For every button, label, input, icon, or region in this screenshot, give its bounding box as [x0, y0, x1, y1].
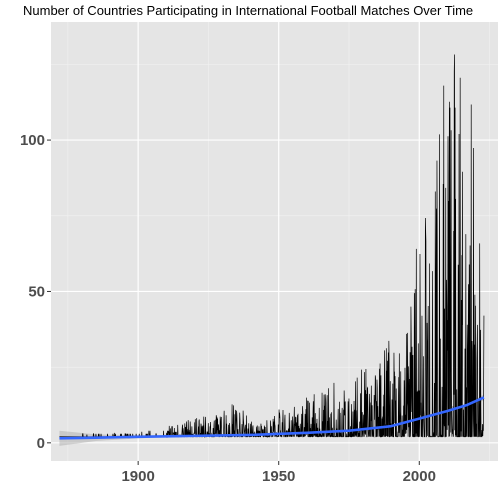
x-tick-label: 1950 [262, 468, 295, 485]
x-tick-label: 1900 [121, 468, 154, 485]
plot-panel [51, 22, 498, 461]
y-tick-label: 0 [37, 435, 45, 452]
y-tick-label: 50 [28, 283, 45, 300]
x-tick-label: 2000 [403, 468, 436, 485]
y-tick-label: 100 [20, 132, 45, 149]
